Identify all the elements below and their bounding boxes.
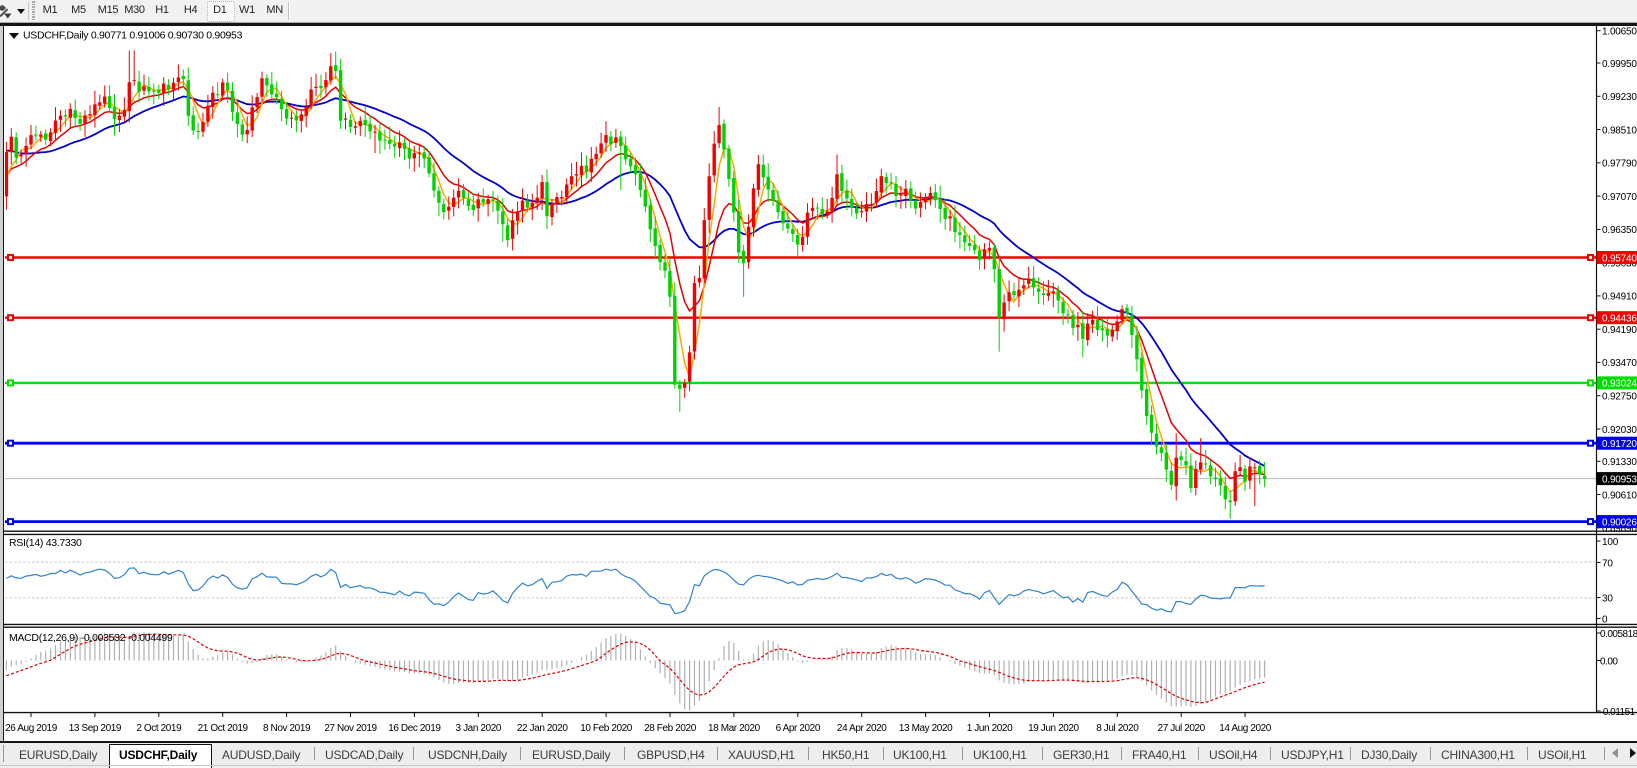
svg-text:0.97790: 0.97790 bbox=[1602, 159, 1637, 170]
svg-text:0.94910: 0.94910 bbox=[1602, 292, 1637, 303]
svg-text:0.93024: 0.93024 bbox=[1602, 379, 1637, 390]
svg-text:13 Sep 2019: 13 Sep 2019 bbox=[69, 723, 122, 734]
svg-text:0.92030: 0.92030 bbox=[1602, 425, 1637, 436]
svg-text:0.92750: 0.92750 bbox=[1602, 392, 1637, 403]
svg-text:28 Feb 2020: 28 Feb 2020 bbox=[644, 723, 697, 734]
svg-text:6 Apr 2020: 6 Apr 2020 bbox=[776, 723, 821, 734]
svg-text:70: 70 bbox=[1602, 558, 1613, 569]
svg-text:19 Jun 2020: 19 Jun 2020 bbox=[1028, 723, 1079, 734]
svg-text:0.94190: 0.94190 bbox=[1602, 325, 1637, 336]
svg-text:26 Aug 2019: 26 Aug 2019 bbox=[5, 723, 58, 734]
svg-text:0.95740: 0.95740 bbox=[1602, 253, 1637, 264]
svg-text:0.005818: 0.005818 bbox=[1600, 629, 1637, 640]
svg-text:8 Nov 2019: 8 Nov 2019 bbox=[263, 723, 311, 734]
svg-text:0.91720: 0.91720 bbox=[1602, 439, 1637, 450]
svg-text:10 Feb 2020: 10 Feb 2020 bbox=[580, 723, 633, 734]
svg-text:0.90610: 0.90610 bbox=[1602, 490, 1637, 501]
svg-text:27 Nov 2019: 27 Nov 2019 bbox=[324, 723, 377, 734]
svg-text:2 Oct 2019: 2 Oct 2019 bbox=[136, 723, 182, 734]
svg-text:0.90953: 0.90953 bbox=[1602, 474, 1637, 485]
svg-text:0.89890: 0.89890 bbox=[1602, 524, 1637, 535]
svg-text:0.96350: 0.96350 bbox=[1602, 225, 1637, 236]
svg-text:0.93470: 0.93470 bbox=[1602, 358, 1637, 369]
svg-text:27 Jul 2020: 27 Jul 2020 bbox=[1158, 723, 1206, 734]
svg-text:100: 100 bbox=[1602, 537, 1619, 548]
svg-text:1.00650: 1.00650 bbox=[1602, 27, 1637, 38]
svg-text:0.90026: 0.90026 bbox=[1602, 517, 1637, 528]
svg-text:0.91330: 0.91330 bbox=[1602, 457, 1637, 468]
svg-text:0.97070: 0.97070 bbox=[1602, 192, 1637, 203]
svg-text:8 Jul 2020: 8 Jul 2020 bbox=[1096, 723, 1139, 734]
svg-text:0: 0 bbox=[1602, 614, 1608, 625]
svg-text:0.99950: 0.99950 bbox=[1602, 59, 1637, 70]
svg-text:16 Dec 2019: 16 Dec 2019 bbox=[388, 723, 441, 734]
svg-text:18 Mar 2020: 18 Mar 2020 bbox=[708, 723, 761, 734]
svg-text:RSI(14) 43.7330: RSI(14) 43.7330 bbox=[9, 537, 82, 549]
svg-text:14 Aug 2020: 14 Aug 2020 bbox=[1219, 723, 1272, 734]
svg-text:0.98510: 0.98510 bbox=[1602, 125, 1637, 136]
svg-text:30: 30 bbox=[1602, 593, 1613, 604]
svg-text:0.94436: 0.94436 bbox=[1602, 314, 1637, 325]
svg-text:0.00: 0.00 bbox=[1600, 656, 1618, 667]
svg-text:24 Apr 2020: 24 Apr 2020 bbox=[837, 723, 887, 734]
svg-text:21 Oct 2019: 21 Oct 2019 bbox=[198, 723, 249, 734]
svg-text:MACD(12,26,9) -0.003532 -0.004: MACD(12,26,9) -0.003532 -0.004499 bbox=[9, 632, 173, 644]
svg-text:3 Jan 2020: 3 Jan 2020 bbox=[456, 723, 502, 734]
svg-text:0.99230: 0.99230 bbox=[1602, 92, 1637, 103]
svg-text:13 May 2020: 13 May 2020 bbox=[899, 723, 953, 734]
svg-text:USDCHF,Daily 0.90771 0.91006: USDCHF,Daily 0.90771 0.91006 0.90730 0.9… bbox=[23, 30, 243, 42]
svg-text:1 Jun 2020: 1 Jun 2020 bbox=[967, 723, 1013, 734]
svg-text:22 Jan 2020: 22 Jan 2020 bbox=[517, 723, 568, 734]
svg-text:-0.01151: -0.01151 bbox=[1600, 707, 1636, 718]
